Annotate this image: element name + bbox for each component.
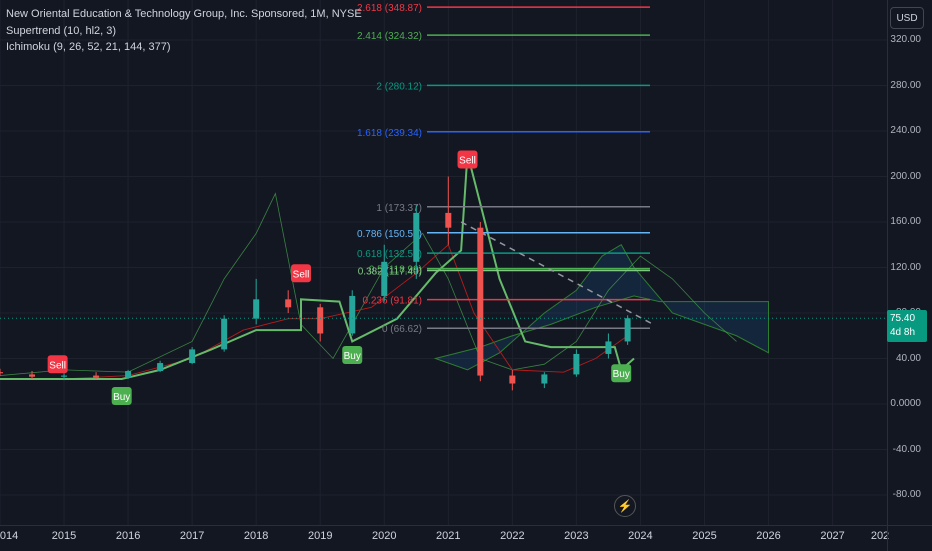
- trend-line: [460, 221, 654, 326]
- price-tick: 160.00: [890, 216, 921, 227]
- fib-level-label: 0 (66.62): [382, 324, 422, 335]
- candle-body: [189, 349, 196, 364]
- sell-signal: Sell: [457, 150, 478, 169]
- candle-body: [445, 212, 452, 228]
- last-price-value: 75.40: [890, 313, 916, 324]
- price-tick: 280.00: [890, 79, 921, 91]
- sell-signal-box: [457, 150, 478, 169]
- time-tick: 2025: [692, 530, 717, 542]
- candle-body: [285, 299, 292, 308]
- time-tick: 2019: [307, 530, 333, 542]
- time-tick: 2014: [0, 530, 19, 542]
- candle-body: [61, 375, 68, 377]
- time-tick: 2020: [372, 530, 397, 542]
- time-tick: 2027: [820, 530, 845, 542]
- candle-body: [541, 374, 548, 384]
- buy-signal-label: Buy: [113, 392, 130, 403]
- time-tick: 2017: [179, 530, 205, 542]
- fib-level-label: 0.382 (117.40): [358, 266, 422, 277]
- candle-body: [253, 299, 260, 319]
- sell-signal-label: Sell: [293, 269, 310, 280]
- fib-level-label: 2 (280.12): [376, 81, 422, 92]
- time-tick: 2015: [51, 530, 77, 542]
- price-tick: 120.00: [890, 261, 921, 273]
- fib-level-label: 1 (173.37): [376, 203, 422, 214]
- buy-signal-box: [611, 364, 632, 383]
- buy-signal-box: [111, 386, 132, 405]
- time-tick: 2023: [564, 530, 589, 542]
- buy-signal: Buy: [342, 346, 363, 365]
- time-tick: 202: [870, 530, 890, 542]
- price-tick: -80.00: [892, 489, 921, 500]
- candle-body: [29, 374, 36, 377]
- price-tick: -40.00: [892, 443, 921, 455]
- time-axis[interactable]: 2014 2015 2016 2017 2018 2019 2020 2021 2022 2023…: [0, 525, 890, 551]
- time-tick: 2026: [756, 530, 781, 542]
- time-tick: 2022: [500, 530, 525, 542]
- price-tick: 320.00: [890, 34, 921, 45]
- last-price-label: 75.40 4d 8h: [887, 310, 927, 342]
- fib-level-label: 0.5 (118.99): [369, 265, 422, 276]
- chart-area[interactable]: 2.618 (348.87) 2.414 (324.32) 2 (280.12) 1.…: [0, 0, 887, 525]
- price-tick: 40.00: [895, 352, 921, 364]
- sell-signal: Sell: [47, 355, 68, 374]
- ichimoku-span-a: [0, 192, 737, 376]
- axis-corner: [887, 525, 932, 551]
- fib-level-label: 1.618 (239.34): [357, 128, 422, 139]
- candle-body: [624, 318, 631, 342]
- candle-body: [317, 307, 324, 334]
- candle-body: [381, 261, 388, 296]
- buy-signal-box: [342, 346, 363, 365]
- candle-body: [125, 371, 132, 378]
- candle-body: [157, 363, 164, 372]
- candle-body: [0, 372, 3, 374]
- buy-signal: Buy: [111, 386, 132, 405]
- sell-signal-box: [291, 264, 312, 283]
- buy-signal: Buy: [611, 364, 632, 383]
- candle-body: [93, 375, 100, 378]
- fib-level-label: 0.236 (91.81): [363, 296, 423, 307]
- time-tick: 2016: [115, 530, 141, 542]
- ichimoku-legend[interactable]: Ichimoku (9, 26, 52, 21, 144, 377): [6, 41, 171, 53]
- symbol-title[interactable]: New Oriental Education & Technology Grou…: [6, 8, 362, 20]
- sell-signal-label: Sell: [459, 156, 476, 167]
- countdown: 4d 8h: [890, 327, 916, 338]
- time-tick: 2021: [436, 530, 461, 542]
- candle-body: [221, 318, 228, 350]
- price-tick: 0.0000: [890, 398, 921, 409]
- candle-body: [477, 227, 484, 376]
- time-tick: 2018: [243, 530, 269, 542]
- ichimoku-kijun: [0, 243, 628, 380]
- price-tick: 240.00: [890, 125, 921, 136]
- sell-signal-label: Sell: [49, 360, 66, 371]
- fib-level-label: 0.618 (132.59): [357, 249, 422, 260]
- candle-body: [509, 375, 516, 384]
- candle-body: [349, 295, 356, 334]
- fib-level-label: 0.786 (150.53): [357, 229, 422, 240]
- price-chart[interactable]: 2.618 (348.87) 2.414 (324.32) 2 (280.12) 1.…: [0, 0, 887, 525]
- price-tick: 200.00: [890, 170, 921, 182]
- sell-signal: Sell: [291, 264, 312, 283]
- time-tick: 2024: [628, 530, 653, 542]
- buy-signal-label: Buy: [613, 369, 630, 380]
- candle-body: [573, 353, 580, 375]
- buy-signal-label: Buy: [344, 351, 361, 362]
- price-axis[interactable]: 320.00280.00240.00200.00160.00120.0080.0…: [887, 0, 932, 525]
- lightning-icon[interactable]: ⚡: [614, 495, 636, 517]
- sell-signal-box: [47, 355, 68, 374]
- fib-level-label: 2.414 (324.32): [357, 31, 422, 42]
- currency-button[interactable]: USD: [890, 7, 924, 29]
- fib-level-label: 2.618 (348.87): [357, 3, 422, 14]
- supertrend-line: [0, 153, 635, 380]
- candle-body: [605, 341, 612, 354]
- ichimoku-cloud: [433, 244, 770, 371]
- chart-legend: New Oriental Education & Technology Grou…: [6, 6, 362, 56]
- candle-body: [413, 212, 420, 262]
- supertrend-legend[interactable]: Supertrend (10, hl2, 3): [6, 24, 117, 37]
